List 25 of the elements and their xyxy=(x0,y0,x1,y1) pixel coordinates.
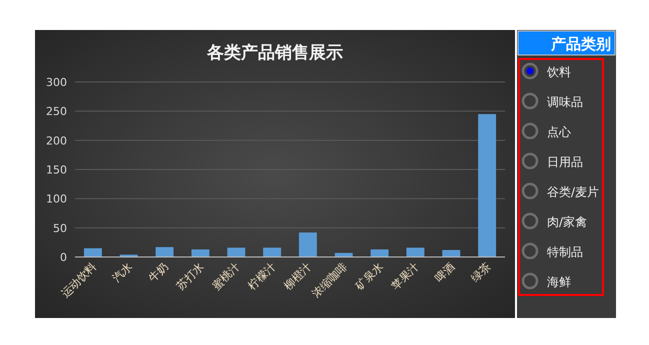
y-tick-label: 250 xyxy=(46,105,67,118)
text: 特制品 xyxy=(547,245,583,259)
x-tick-label: 苏打水 xyxy=(174,260,207,292)
y-tick-label: 300 xyxy=(46,76,67,89)
x-tick-label: 啤酒 xyxy=(432,260,458,285)
y-tick-label: 50 xyxy=(53,222,67,235)
x-tick-label: 柠檬汁 xyxy=(246,260,278,292)
x-tick-label: 绿茶 xyxy=(468,260,494,285)
chart-title: 各类产品销售展示 xyxy=(206,43,343,63)
text: 饮料 xyxy=(546,65,571,79)
x-tick-label: 牛奶 xyxy=(146,260,171,285)
y-tick-label: 150 xyxy=(46,164,67,176)
text: 肉/家禽 xyxy=(547,215,588,229)
x-tick-label: 蜜桃汁 xyxy=(210,260,242,292)
text: 海鲜 xyxy=(547,275,571,289)
x-tick-label: 汽水 xyxy=(110,260,135,285)
text: 产品类别 xyxy=(550,35,611,53)
y-tick-label: 100 xyxy=(46,192,67,206)
text: 谷类/麦片 xyxy=(547,185,600,199)
text: 日用品 xyxy=(547,155,583,169)
x-tick-label: 苹果汁 xyxy=(389,260,422,292)
y-tick-label: 200 xyxy=(46,134,67,148)
text: 调味品 xyxy=(547,95,583,109)
x-tick-label: 矿泉水 xyxy=(352,260,386,294)
text: 点心 xyxy=(547,125,571,139)
